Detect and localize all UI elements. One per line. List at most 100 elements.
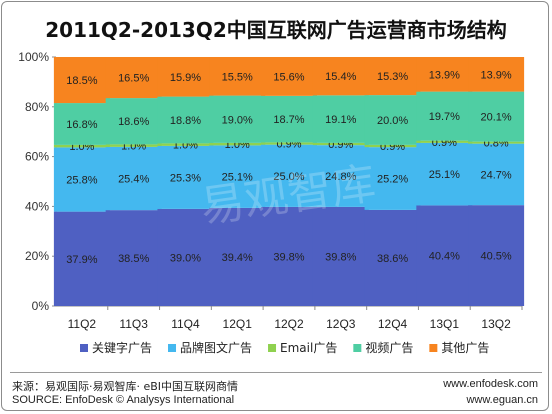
y-tick-label: 80% bbox=[25, 100, 49, 114]
bar-value-label: 19.7% bbox=[429, 111, 460, 123]
url-eguan: www.eguan.cn bbox=[466, 394, 538, 406]
bar-segment bbox=[312, 206, 369, 306]
bar-segment bbox=[105, 146, 162, 211]
x-tick-label: 12Q2 bbox=[274, 317, 304, 331]
legend-swatch bbox=[353, 344, 362, 352]
bar-value-label: 25.8% bbox=[66, 175, 97, 187]
legend-label: 关键字广告 bbox=[92, 340, 152, 355]
bar-segment bbox=[468, 91, 525, 142]
bar-segment bbox=[157, 143, 214, 146]
bar-value-label: 15.6% bbox=[273, 71, 304, 83]
bar-segment bbox=[157, 57, 214, 97]
bar-segment bbox=[105, 144, 162, 147]
bar-value-label: 18.8% bbox=[170, 115, 201, 127]
legend-label: 其他广告 bbox=[441, 341, 489, 355]
bar-segment bbox=[468, 141, 525, 144]
bar-value-label: 25.4% bbox=[118, 174, 149, 186]
bar-value-label: 40.5% bbox=[481, 251, 512, 263]
bar-segment bbox=[364, 144, 421, 148]
bar-value-label: 39.0% bbox=[170, 252, 201, 264]
bar-value-label: 13.9% bbox=[481, 69, 512, 81]
bar-segment bbox=[312, 57, 369, 96]
y-tick-label: 100% bbox=[18, 50, 49, 64]
x-tick-label: 11Q3 bbox=[119, 317, 148, 331]
chart-title: 2011Q2-2013Q2中国互联网广告运营商市场结构 bbox=[45, 18, 507, 42]
bar-value-label: 15.4% bbox=[325, 71, 356, 83]
source-cn: 来源：易观国际·易观智库· eBI中国互联网商情 bbox=[12, 380, 239, 393]
bar-segment bbox=[261, 95, 317, 143]
bar-value-label: 25.3% bbox=[170, 172, 201, 184]
x-tick-label: 13Q1 bbox=[430, 317, 460, 331]
legend-label: 品牌图文广告 bbox=[180, 340, 252, 355]
bar-segment bbox=[416, 142, 473, 206]
bar-segment bbox=[312, 142, 369, 146]
bar-value-label: 18.7% bbox=[273, 114, 304, 126]
bar-segment bbox=[209, 145, 266, 208]
legend-swatch bbox=[429, 344, 438, 352]
bar-segment bbox=[53, 144, 110, 148]
x-tick-label: 12Q1 bbox=[223, 317, 253, 331]
bar-value-label: 19.0% bbox=[222, 114, 253, 126]
bar-segment bbox=[53, 147, 110, 212]
bar-value-label: 18.5% bbox=[66, 75, 97, 87]
bar-segment bbox=[468, 143, 525, 206]
x-tick-label: 11Q4 bbox=[171, 317, 200, 331]
bar-value-label: 24.7% bbox=[481, 169, 512, 181]
bar-value-label: 38.6% bbox=[377, 253, 408, 265]
bar-segment bbox=[209, 142, 266, 146]
bar-segment bbox=[157, 208, 214, 306]
bar-segment bbox=[105, 98, 162, 145]
bar-value-label: 15.5% bbox=[222, 71, 253, 83]
bar-segment bbox=[261, 144, 317, 207]
legend-swatch bbox=[268, 344, 277, 352]
legend-label: Email广告 bbox=[280, 341, 337, 355]
bar-value-label: 20.1% bbox=[481, 112, 512, 124]
y-tick-label: 60% bbox=[25, 150, 49, 164]
bar-value-label: 20.0% bbox=[377, 115, 408, 127]
bar-value-label: 25.1% bbox=[222, 172, 253, 184]
bar-segment bbox=[209, 95, 266, 143]
bar-value-label: 19.1% bbox=[325, 114, 356, 126]
bar-segment bbox=[364, 57, 421, 96]
bar-value-label: 16.5% bbox=[118, 73, 149, 85]
legend-swatch bbox=[80, 344, 88, 352]
bar-segment bbox=[364, 95, 421, 145]
bar-value-label: 16.8% bbox=[66, 119, 97, 131]
bar-segment bbox=[209, 207, 266, 306]
bar-value-label: 25.1% bbox=[429, 169, 460, 181]
bar-segment bbox=[468, 205, 525, 306]
bar-segment bbox=[416, 91, 473, 141]
legend-label: 视频广告 bbox=[365, 340, 413, 355]
bar-segment bbox=[312, 145, 369, 207]
bar-value-label: 39.8% bbox=[273, 251, 304, 263]
bar-segment bbox=[416, 57, 473, 92]
bar-value-label: 25.0% bbox=[273, 171, 304, 183]
bar-segment bbox=[261, 206, 317, 306]
x-tick-label: 12Q3 bbox=[326, 317, 356, 331]
bar-segment bbox=[312, 95, 369, 143]
bar-segment bbox=[157, 96, 214, 144]
bar-value-label: 39.8% bbox=[325, 251, 356, 263]
bar-segment bbox=[105, 210, 162, 306]
bar-value-label: 37.9% bbox=[66, 254, 97, 266]
bar-segment bbox=[416, 140, 473, 143]
bar-value-label: 13.9% bbox=[429, 69, 460, 81]
source-en: SOURCE: EnfoDesk © Analysys Internationa… bbox=[12, 394, 235, 406]
bar-value-label: 15.9% bbox=[170, 72, 201, 84]
x-tick-label: 11Q2 bbox=[68, 317, 97, 331]
y-tick-label: 20% bbox=[25, 249, 49, 263]
bar-value-label: 24.8% bbox=[325, 171, 356, 183]
x-tick-label: 13Q2 bbox=[481, 317, 511, 331]
y-tick-label: 40% bbox=[25, 199, 49, 213]
y-tick-label: 0% bbox=[32, 299, 50, 313]
bar-segment bbox=[53, 103, 110, 145]
url-enfodesk: www.enfodesk.com bbox=[443, 378, 538, 390]
footer-divider bbox=[10, 372, 542, 373]
bar-segment bbox=[468, 57, 525, 92]
bar-segment bbox=[53, 211, 110, 306]
bar-segment bbox=[364, 209, 421, 306]
bar-value-label: 40.4% bbox=[429, 251, 460, 263]
bar-segment bbox=[157, 145, 214, 209]
bar-value-label: 38.5% bbox=[118, 253, 149, 265]
bar-segment bbox=[364, 147, 421, 210]
